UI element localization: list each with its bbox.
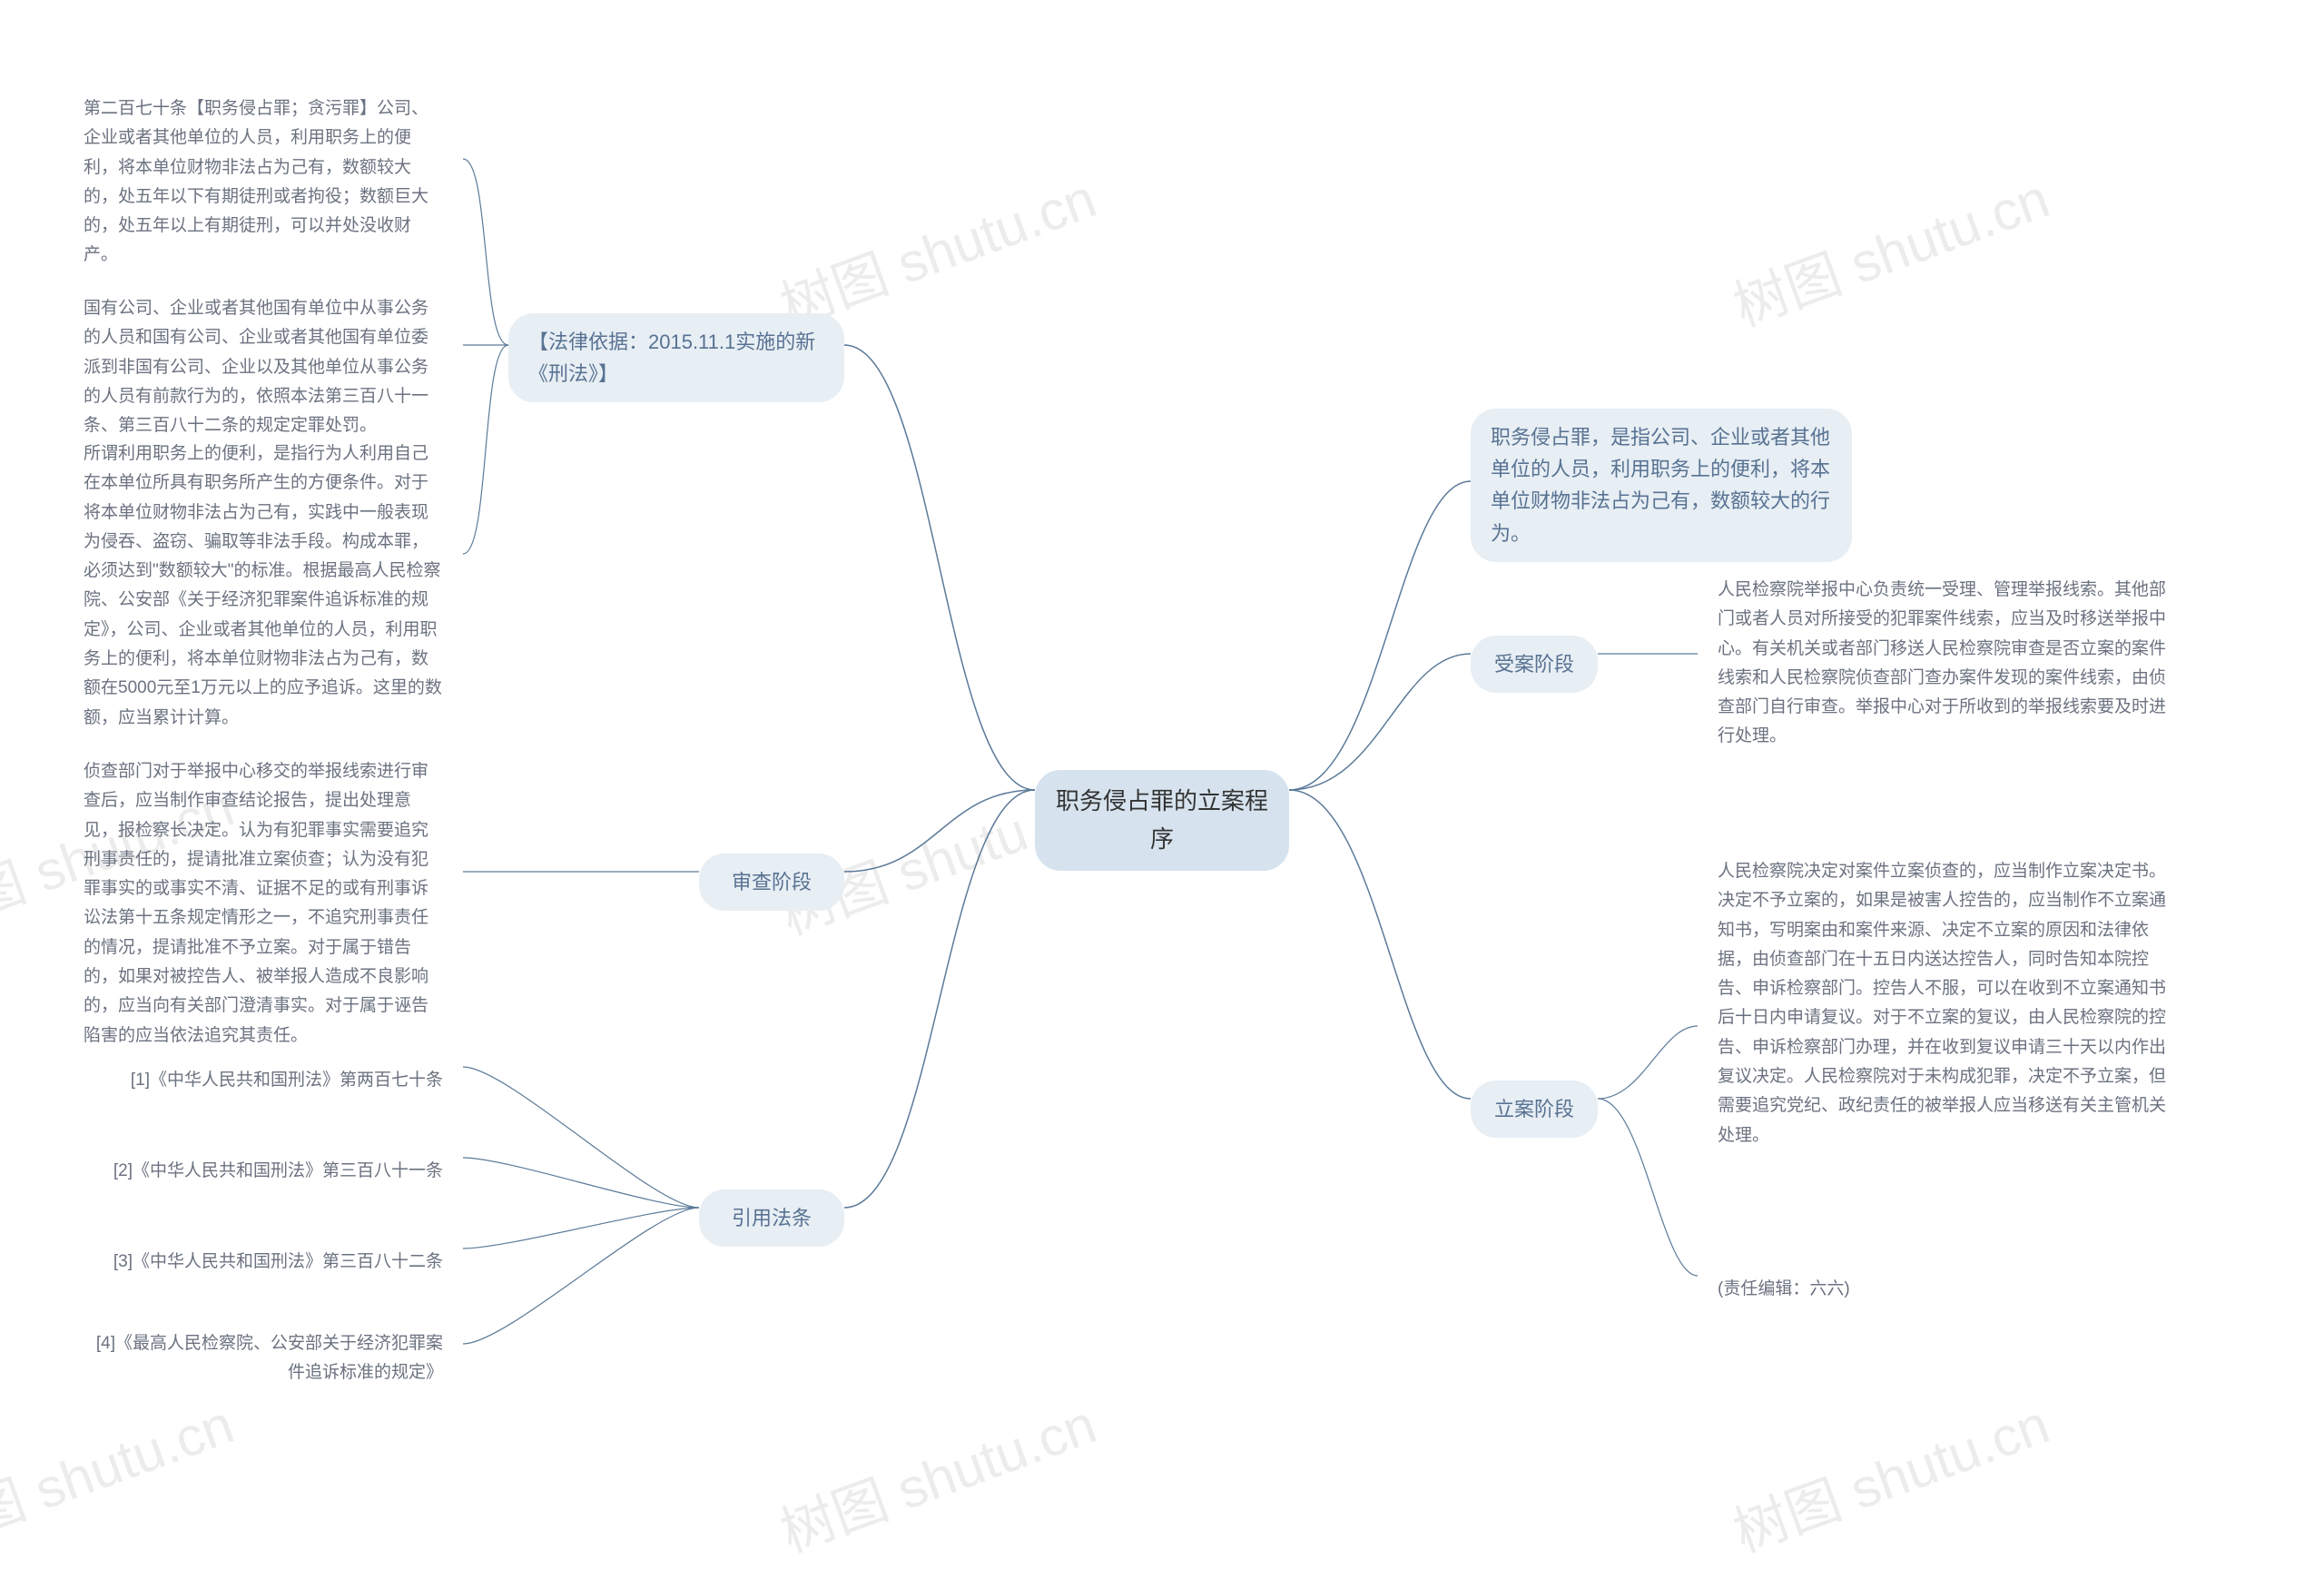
law-basis-note3: 所谓利用职务上的便利，是指行为人利用自己在本单位所具有职务所产生的方便条件。对于…	[64, 427, 463, 745]
watermark: 树图 shutu.cn	[1721, 154, 2058, 341]
stage1-node: 受案阶段	[1471, 636, 1598, 693]
watermark: 树图 shutu.cn	[768, 1380, 1105, 1567]
citation-1: [1]《中华人民共和国刑法》第两百七十条	[64, 1053, 463, 1108]
citation-3: [3]《中华人民共和国刑法》第三百八十二条	[64, 1235, 463, 1289]
review-text: 侦查部门对于举报中心移交的举报线索进行审查后，应当制作审查结论报告，提出处理意见…	[64, 745, 463, 1063]
citation-4: [4]《最高人民检察院、公安部关于经济犯罪案件追诉标准的规定》	[64, 1317, 463, 1401]
center-node: 职务侵占罪的立案程序	[1035, 770, 1289, 871]
stage2-text1: 人民检察院决定对案件立案侦查的，应当制作立案决定书。决定不予立案的，如果是被害人…	[1698, 844, 2188, 1163]
review-node: 审查阶段	[699, 854, 844, 911]
law-basis-node: 【法律依据：2015.11.1实施的新《刑法》】	[508, 313, 844, 402]
law-basis-note1: 第二百七十条【职务侵占罪；贪污罪】公司、企业或者其他单位的人员，利用职务上的便利…	[64, 82, 463, 283]
watermark: 树图 shutu.cn	[0, 1380, 242, 1567]
stage2-node: 立案阶段	[1471, 1081, 1598, 1138]
citations-node: 引用法条	[699, 1189, 844, 1247]
stage1-text: 人民检察院举报中心负责统一受理、管理举报线索。其他部门或者人员对所接受的犯罪案件…	[1698, 563, 2188, 765]
stage2-text2: (责任编辑：六六)	[1698, 1262, 2188, 1317]
watermark: 树图 shutu.cn	[1721, 1380, 2058, 1567]
citation-2: [2]《中华人民共和国刑法》第三百八十一条	[64, 1144, 463, 1199]
definition-node: 职务侵占罪，是指公司、企业或者其他单位的人员，利用职务上的便利，将本单位财物非法…	[1471, 409, 1852, 562]
